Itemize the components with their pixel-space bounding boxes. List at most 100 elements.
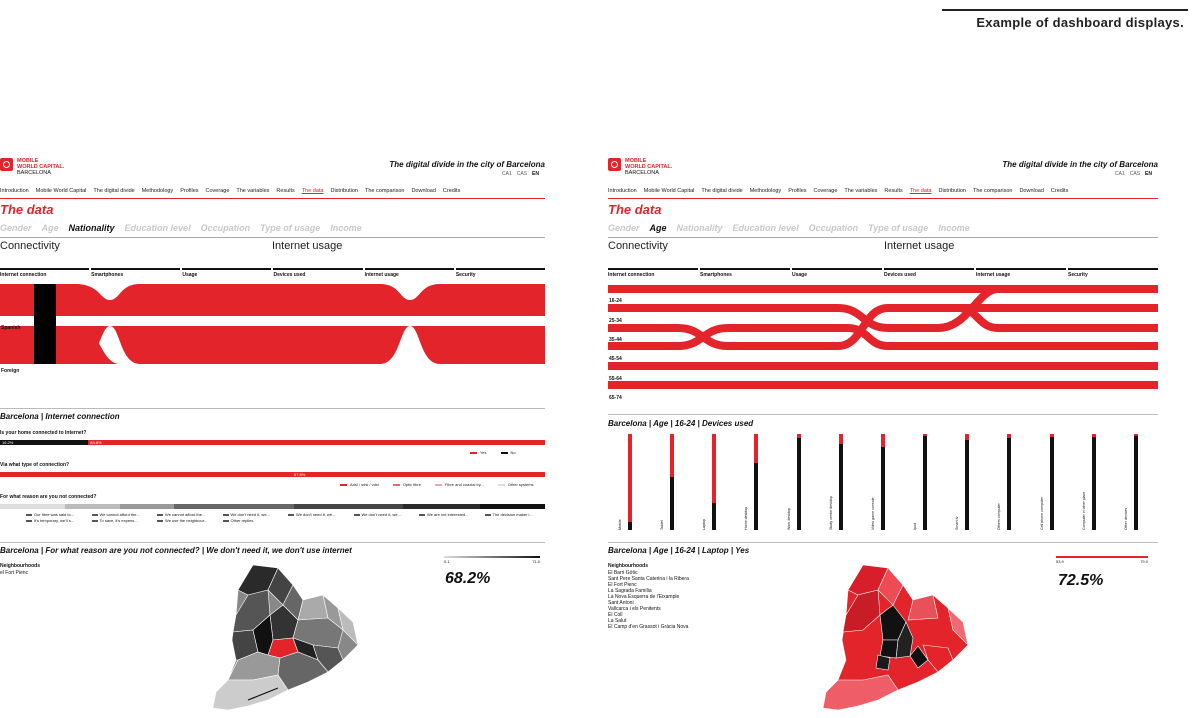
neighbourhood-item[interactable]: El Camp d'en Grassot i Gràcia Nova: [608, 624, 689, 630]
nav-distribution[interactable]: Distribution: [938, 188, 966, 194]
connected-legend: Yes No: [470, 450, 516, 455]
column-usage[interactable]: Usage: [792, 268, 882, 278]
neighbourhood-item[interactable]: el Fort Pienc: [0, 570, 29, 576]
neighbourhood-item[interactable]: La Sagrada Família: [608, 588, 652, 594]
nav-credits[interactable]: Credits: [442, 188, 461, 194]
tab-gender[interactable]: Gender: [0, 223, 32, 233]
row-label-65-74: 65-74: [609, 395, 622, 401]
column-security[interactable]: Security: [455, 268, 545, 278]
nav-comparison[interactable]: The comparison: [973, 188, 1013, 194]
nav-mobile-world-capital[interactable]: Mobile World Capital: [643, 188, 695, 194]
tab-nationality[interactable]: Nationality: [676, 223, 723, 233]
neighbourhood-item[interactable]: El Coll: [608, 612, 623, 618]
neighbourhood-item[interactable]: El Fort Pienc: [608, 582, 637, 588]
nav-variables[interactable]: The variables: [844, 188, 878, 194]
tab-gender[interactable]: Gender: [608, 223, 640, 233]
column-smartphones[interactable]: Smartphones: [91, 268, 181, 278]
reason-bar[interactable]: [0, 504, 545, 509]
device-bar[interactable]: Mobile: [618, 434, 632, 530]
nav-the-data[interactable]: The data: [909, 188, 932, 194]
column-internet-usage[interactable]: Internet usage: [364, 268, 454, 278]
barcelona-choropleth-map[interactable]: [818, 560, 978, 710]
lang-ca[interactable]: CA1: [1115, 171, 1125, 177]
age-flow-chart[interactable]: [608, 280, 1158, 400]
lang-cas[interactable]: CAS: [1129, 171, 1141, 177]
tab-type-of-usage[interactable]: Type of usage: [260, 223, 321, 233]
column-security[interactable]: Security: [1068, 268, 1158, 278]
nav-coverage[interactable]: Coverage: [813, 188, 838, 194]
tab-nationality[interactable]: Nationality: [68, 223, 115, 233]
connected-bar[interactable]: 16.2% 83.8%: [0, 440, 545, 445]
nav-variables[interactable]: The variables: [236, 188, 270, 194]
nav-profiles[interactable]: Profiles: [788, 188, 807, 194]
column-internet-connection[interactable]: Internet connection: [608, 268, 698, 278]
column-usage[interactable]: Usage: [182, 268, 272, 278]
nationality-flow-chart[interactable]: [0, 280, 545, 372]
row-label-35-44: 35-44: [609, 337, 622, 343]
column-devices-used[interactable]: Devices used: [273, 268, 363, 278]
nav-methodology[interactable]: Methodology: [141, 188, 174, 194]
nav-mobile-world-capital[interactable]: Mobile World Capital: [35, 188, 87, 194]
device-bar[interactable]: Other devices: [1124, 434, 1138, 530]
device-bar-label: Other devices: [1123, 507, 1128, 530]
main-nav: Introduction Mobile World Capital The di…: [0, 188, 545, 199]
nav-digital-divide[interactable]: The digital divide: [701, 188, 743, 194]
tab-type-of-usage[interactable]: Type of usage: [868, 223, 929, 233]
nav-results[interactable]: Results: [884, 188, 903, 194]
device-bar[interactable]: Laptop: [702, 434, 717, 530]
lang-ca[interactable]: CA1: [502, 171, 512, 177]
lang-en[interactable]: EN: [1145, 171, 1152, 177]
barcelona-choropleth-map[interactable]: [208, 560, 368, 710]
neighbourhood-item[interactable]: Vallcarca i els Penitents: [608, 606, 661, 612]
nav-coverage[interactable]: Coverage: [205, 188, 230, 194]
device-bar[interactable]: Cell phone computer: [1040, 434, 1054, 530]
site-title: The digital divide in the city of Barcel…: [389, 160, 545, 169]
device-bar-share: [965, 434, 970, 440]
column-internet-usage[interactable]: Internet usage: [976, 268, 1066, 278]
device-bar[interactable]: Video game console: [871, 434, 885, 530]
lang-cas[interactable]: CAS: [516, 171, 528, 177]
device-bar[interactable]: Others computer: [997, 434, 1012, 530]
nav-download[interactable]: Download: [411, 188, 436, 194]
nav-profiles[interactable]: Profiles: [180, 188, 199, 194]
tab-income[interactable]: Income: [938, 223, 970, 233]
nav-comparison[interactable]: The comparison: [365, 188, 405, 194]
language-switcher: CA1 CAS EN: [502, 171, 539, 177]
logo[interactable]: MOBILE WORLD CAPITAL. BARCELONA: [0, 158, 64, 176]
column-devices-used[interactable]: Devices used: [884, 268, 974, 278]
neighbourhood-item[interactable]: La Salut: [608, 618, 627, 624]
nav-results[interactable]: Results: [276, 188, 295, 194]
device-bar[interactable]: Study centre desktop: [829, 434, 843, 530]
nav-download[interactable]: Download: [1019, 188, 1044, 194]
logo[interactable]: MOBILE WORLD CAPITAL. BARCELONA: [608, 158, 672, 176]
tab-age[interactable]: Age: [649, 223, 667, 233]
device-bar[interactable]: Ipod: [913, 434, 928, 530]
nav-digital-divide[interactable]: The digital divide: [93, 188, 135, 194]
column-internet-connection[interactable]: Internet connection: [0, 268, 90, 278]
nav-credits[interactable]: Credits: [1050, 188, 1069, 194]
neighbourhood-item[interactable]: Sant Antoni: [608, 600, 634, 606]
lang-en[interactable]: EN: [532, 171, 539, 177]
tab-occupation[interactable]: Occupation: [808, 223, 859, 233]
tab-education[interactable]: Education level: [124, 223, 191, 233]
neighbourhood-item[interactable]: El Barri Gòtic: [608, 570, 638, 576]
column-smartphones[interactable]: Smartphones: [700, 268, 790, 278]
tab-income[interactable]: Income: [330, 223, 362, 233]
connection-type-bar[interactable]: 67.5%: [0, 472, 545, 477]
nav-methodology[interactable]: Methodology: [749, 188, 782, 194]
device-bar[interactable]: Smart tv: [955, 434, 970, 530]
device-bar[interactable]: Tablet: [660, 434, 675, 530]
nav-introduction[interactable]: Introduction: [0, 188, 29, 194]
device-bar[interactable]: Home desktop: [744, 434, 759, 530]
neighbourhood-item[interactable]: Sant Pere Santa Caterina i la Ribera: [608, 576, 689, 582]
nav-the-data[interactable]: The data: [301, 188, 324, 194]
neighbourhood-item[interactable]: La Nova Esquerra de l'Eixample: [608, 594, 680, 600]
tab-education[interactable]: Education level: [732, 223, 799, 233]
device-bar[interactable]: Work desktop: [787, 434, 801, 530]
tab-age[interactable]: Age: [41, 223, 59, 233]
filter-divider: [608, 237, 1158, 238]
nav-introduction[interactable]: Introduction: [608, 188, 637, 194]
device-bar[interactable]: Computer in other place: [1082, 434, 1096, 530]
tab-occupation[interactable]: Occupation: [200, 223, 251, 233]
nav-distribution[interactable]: Distribution: [330, 188, 358, 194]
